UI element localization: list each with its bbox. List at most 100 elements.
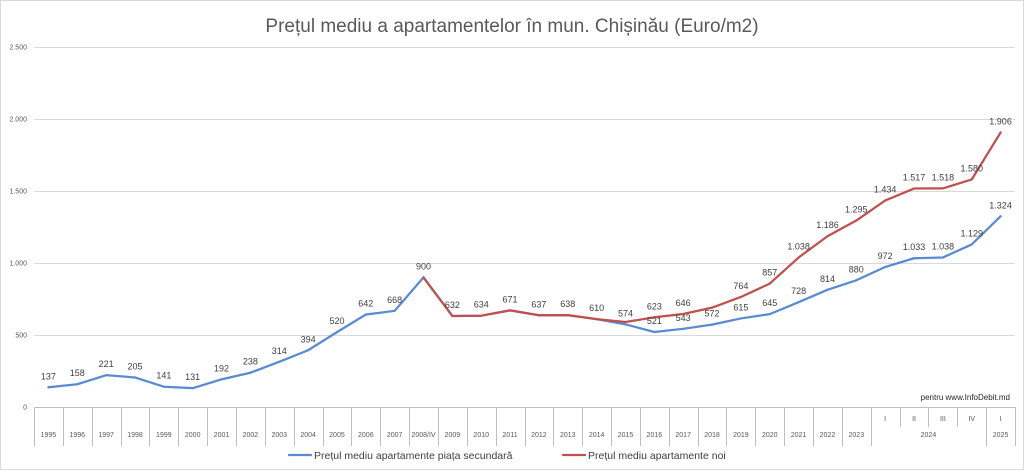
data-label: 642 <box>358 299 373 309</box>
data-label: 1.324 <box>989 200 1012 210</box>
x-tick-label: 2017 <box>675 432 691 439</box>
data-point-new-apartments <box>941 187 944 190</box>
data-points <box>47 131 1002 390</box>
data-label: 645 <box>762 298 777 308</box>
data-point-new-apartments <box>422 276 425 279</box>
data-point-secondary-market <box>653 330 656 334</box>
data-point-new-apartments <box>480 314 483 317</box>
data-point-new-apartments <box>826 235 829 238</box>
x-tick-label: 1998 <box>127 432 143 439</box>
data-point-new-apartments <box>855 219 858 222</box>
x-tick-label: 2007 <box>387 432 403 439</box>
x-tick-label: 2022 <box>820 432 836 439</box>
data-label: 1.517 <box>903 173 926 183</box>
data-point-new-apartments <box>653 316 656 319</box>
data-label: 668 <box>387 295 402 305</box>
data-label: 1.038 <box>932 242 955 252</box>
x-tick-label: 1995 <box>41 432 57 439</box>
data-point-secondary-market <box>76 383 79 386</box>
data-point-secondary-market <box>941 256 944 259</box>
data-point-secondary-market <box>393 309 396 312</box>
data-point-new-apartments <box>682 312 685 316</box>
data-label: 1.906 <box>989 117 1012 127</box>
data-point-secondary-market <box>884 265 887 269</box>
data-label: 634 <box>474 300 489 310</box>
x-tick-label: I <box>1000 416 1002 423</box>
x-tick-label: 2006 <box>358 432 374 439</box>
x-tick-label: II <box>912 416 916 423</box>
data-label: 880 <box>849 264 864 274</box>
legend-label-new-apartments: Prețul mediu apartamente noi <box>588 450 726 462</box>
x-group-label: 2024 <box>921 432 937 439</box>
data-label: 141 <box>156 371 171 381</box>
data-label: 623 <box>647 301 662 311</box>
x-tick-label: 2004 <box>300 432 316 439</box>
data-point-new-apartments <box>710 306 714 309</box>
data-label: 814 <box>820 274 835 284</box>
data-point-new-apartments <box>912 187 916 190</box>
data-point-new-apartments <box>508 309 512 312</box>
data-label: 205 <box>127 361 142 371</box>
data-point-secondary-market <box>307 349 310 352</box>
data-label: 632 <box>445 300 460 310</box>
data-point-new-apartments <box>999 131 1002 134</box>
data-label: 158 <box>70 368 85 378</box>
data-label: 394 <box>301 334 316 344</box>
x-tick-label: 2003 <box>271 432 287 439</box>
x-tick-label: 1997 <box>98 432 114 439</box>
data-point-new-apartments <box>797 256 800 259</box>
data-label: 574 <box>618 308 633 318</box>
x-tick-label: 2002 <box>243 432 259 439</box>
data-label: 615 <box>733 302 748 312</box>
x-tick-label: 2013 <box>560 432 576 439</box>
x-tick-label: 2021 <box>791 432 807 439</box>
y-tick-label: 1.500 <box>9 189 27 196</box>
data-point-secondary-market <box>739 317 742 320</box>
data-point-secondary-market <box>999 215 1002 218</box>
data-point-secondary-market <box>826 288 829 291</box>
data-point-secondary-market <box>249 371 252 374</box>
x-tick-label: 2020 <box>762 432 778 439</box>
data-label: 238 <box>243 357 258 367</box>
data-label: 900 <box>416 261 431 271</box>
data-label: 646 <box>676 298 691 308</box>
y-tick-label: 0 <box>23 405 27 412</box>
data-point-secondary-market <box>162 385 165 388</box>
data-label: 1.295 <box>845 205 868 215</box>
data-point-secondary-market <box>191 387 194 390</box>
data-point-secondary-market <box>278 360 281 363</box>
data-point-secondary-market <box>855 279 858 282</box>
source-annotation: pentru www.InfoDebit.md <box>921 393 1010 402</box>
data-label: 572 <box>705 309 720 319</box>
x-tick-label: 2005 <box>329 432 345 439</box>
x-group-label: 2025 <box>993 432 1009 439</box>
y-tick-label: 2.000 <box>9 117 27 124</box>
data-label: 610 <box>589 303 604 313</box>
data-label: 137 <box>41 371 56 381</box>
data-label: 1.038 <box>787 242 810 252</box>
x-tick-label: IV <box>968 416 975 423</box>
data-label: 314 <box>272 346 287 356</box>
x-tick-label: 2008/IV <box>411 432 435 439</box>
x-tick-label: 2011 <box>503 432 518 439</box>
y-tick-label: 1.000 <box>9 261 27 268</box>
data-point-secondary-market <box>797 301 800 304</box>
x-tick-label: I <box>884 416 886 423</box>
data-point-new-apartments <box>970 178 973 181</box>
x-axis: 1995 1996 1997 1998 1999 2000 2001 2002 2003 2004… <box>34 407 1016 446</box>
data-point-secondary-market <box>682 327 685 330</box>
data-label: 1.434 <box>874 185 897 195</box>
data-point-new-apartments <box>451 314 454 318</box>
data-point-new-apartments <box>768 282 771 285</box>
data-point-new-apartments <box>537 314 541 317</box>
x-tick-label: 2016 <box>647 432 663 439</box>
x-tick-label: 2000 <box>185 432 201 439</box>
data-label: 638 <box>560 299 575 309</box>
data-label: 1.518 <box>932 172 955 182</box>
data-point-secondary-market <box>133 376 137 379</box>
y-tick-label: 500 <box>15 333 27 340</box>
data-label: 1.129 <box>960 228 983 238</box>
data-label: 521 <box>647 316 662 326</box>
